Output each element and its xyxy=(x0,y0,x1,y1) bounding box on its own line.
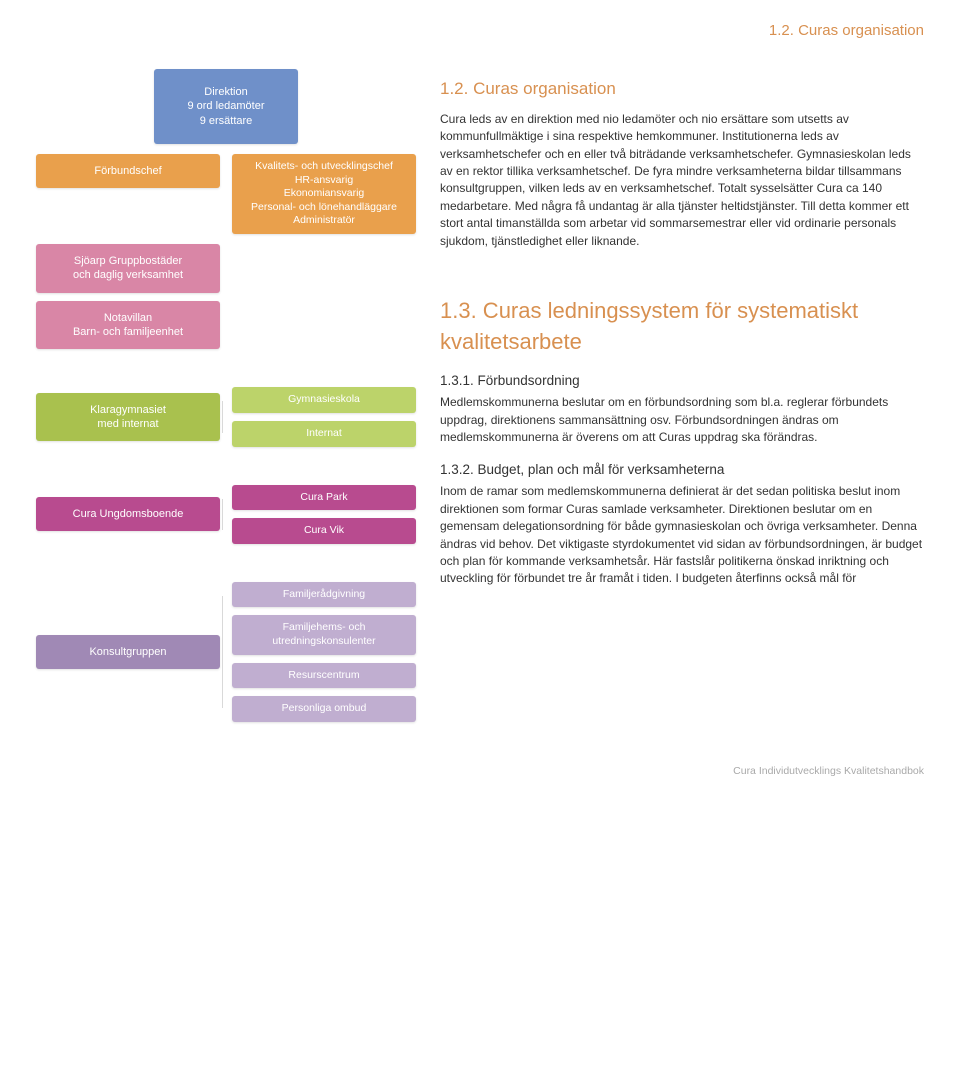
org-box-ungdom-sub2: Cura Vik xyxy=(232,518,416,544)
org-box-kvalitet: Kvalitets- och utvecklingschef HR-ansvar… xyxy=(232,154,416,234)
org-konsult-sub2-l1: Familjehems- och xyxy=(283,621,366,633)
org-row-konsult: Konsultgruppen Familjerådgivning Familje… xyxy=(36,582,416,722)
org-box-klara: Klaragymnasiet med internat xyxy=(36,393,220,442)
org-row-klara: Klaragymnasiet med internat Gymnasieskol… xyxy=(36,387,416,446)
heading-1-2: 1.2. Curas organisation xyxy=(440,77,924,101)
org-box-sjoarp: Sjöarp Gruppbostäder och daglig verksamh… xyxy=(36,244,220,293)
page-top-heading: 1.2. Curas organisation xyxy=(36,20,924,41)
heading-1-3-1: 1.3.1. Förbundsordning xyxy=(440,372,924,391)
org-box-konsult-sub1: Familjerådgivning xyxy=(232,582,416,608)
org-box-forbundschef: Förbundschef xyxy=(36,154,220,188)
org-box-klara-sub2: Internat xyxy=(232,421,416,447)
org-notavillan-l1: Notavillan xyxy=(104,312,152,324)
org-box-konsult-sub4: Personliga ombud xyxy=(232,696,416,722)
org-box-ungdom: Cura Ungdomsboende xyxy=(36,497,220,531)
org-chart: Direktion 9 ord ledamöter 9 ersättare Fö… xyxy=(36,69,416,732)
paragraph-1-2: Cura leds av en direktion med nio ledamö… xyxy=(440,111,924,250)
text-column: 1.2. Curas organisation Cura leds av en … xyxy=(440,69,924,732)
org-row-direktion: Direktion 9 ord ledamöter 9 ersättare xyxy=(36,69,416,144)
org-box-direktion: Direktion 9 ord ledamöter 9 ersättare xyxy=(154,69,298,144)
org-box-konsult-sub2: Familjehems- och utredningskonsulenter xyxy=(232,615,416,654)
org-row-ungdom: Cura Ungdomsboende Cura Park Cura Vik xyxy=(36,485,416,544)
heading-1-3-2: 1.3.2. Budget, plan och mål för verksamh… xyxy=(440,461,924,480)
org-klara-l1: Klaragymnasiet xyxy=(90,404,166,416)
org-kvalitet-l4: Personal- och lönehandläggare xyxy=(251,201,397,213)
org-row-pink: Sjöarp Gruppbostäder och daglig verksamh… xyxy=(36,244,416,349)
org-direktion-l1: Direktion xyxy=(204,86,247,98)
org-klara-l2: med internat xyxy=(97,418,158,430)
heading-1-3: 1.3. Curas ledningssystem för systematis… xyxy=(440,296,924,358)
org-box-klara-sub1: Gymnasieskola xyxy=(232,387,416,413)
main-row: Direktion 9 ord ledamöter 9 ersättare Fö… xyxy=(36,69,924,732)
org-kvalitet-l5: Administratör xyxy=(293,214,355,226)
paragraph-1-3-2: Inom de ramar som medlemskommunerna defi… xyxy=(440,483,924,587)
org-box-konsult: Konsultgruppen xyxy=(36,635,220,669)
org-box-notavillan: Notavillan Barn- och familjeenhet xyxy=(36,301,220,350)
org-kvalitet-l3: Ekonomiansvarig xyxy=(284,187,365,199)
org-kvalitet-l2: HR-ansvarig xyxy=(295,174,353,186)
org-direktion-l2: 9 ord ledamöter xyxy=(187,100,264,112)
org-sjoarp-l2: och daglig verksamhet xyxy=(73,269,183,281)
org-konsult-sub2-l2: utredningskonsulenter xyxy=(272,635,375,647)
org-sjoarp-l1: Sjöarp Gruppbostäder xyxy=(74,255,182,267)
footer-text: Cura Individutvecklings Kvalitetshandbok xyxy=(36,764,924,779)
paragraph-1-3-1: Medlemskommunerna beslutar om en förbund… xyxy=(440,394,924,446)
org-box-konsult-sub3: Resurscentrum xyxy=(232,663,416,689)
org-box-ungdom-sub1: Cura Park xyxy=(232,485,416,511)
org-kvalitet-l1: Kvalitets- och utvecklingschef xyxy=(255,160,393,172)
org-direktion-l3: 9 ersättare xyxy=(200,115,253,127)
org-notavillan-l2: Barn- och familjeenhet xyxy=(73,326,183,338)
org-row-forbund: Förbundschef Kvalitets- och utvecklingsc… xyxy=(36,154,416,234)
